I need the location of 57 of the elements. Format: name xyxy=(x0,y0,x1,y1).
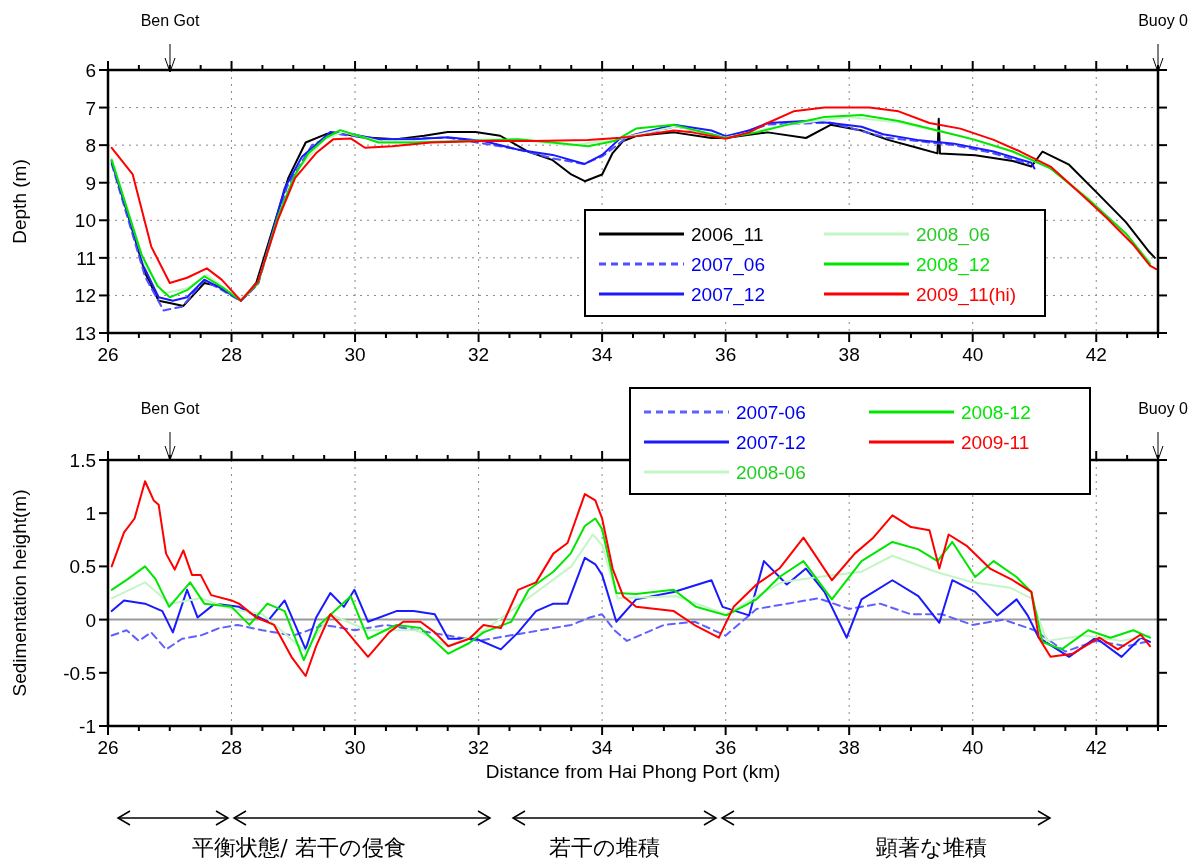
x-tick-label: 28 xyxy=(220,344,243,365)
y-tick-label: -1 xyxy=(79,716,96,737)
x-tick-label: 34 xyxy=(591,344,614,365)
text: 若干の堆積 xyxy=(548,835,660,860)
x-tick-label: 42 xyxy=(1085,344,1107,365)
line-series xyxy=(110,533,1151,653)
x-tick-label: 38 xyxy=(838,737,860,758)
text: Ben Got xyxy=(140,12,200,29)
y-tick-label: 12 xyxy=(74,285,96,307)
line-series xyxy=(110,556,1151,658)
text: 顕著な堆積 xyxy=(874,835,987,860)
x-tick-label: 42 xyxy=(1085,737,1107,758)
y-tick-label: 11 xyxy=(76,247,96,269)
x-tick-label: 40 xyxy=(962,344,984,365)
text: Buoy 0 xyxy=(1138,12,1189,29)
text: 平衡状態/ 若干の侵食 xyxy=(192,835,406,860)
legend-label: 2007-06 xyxy=(736,402,806,423)
x-tick-label: 32 xyxy=(468,737,490,758)
legend-label: 2006_11 xyxy=(691,224,764,246)
legend-label: 2009_11(hi) xyxy=(916,284,1017,306)
y-tick-label: -0.5 xyxy=(63,662,96,684)
y-tick-label: 0 xyxy=(85,609,96,631)
line-series xyxy=(110,480,1151,677)
legend-label: 2008_12 xyxy=(916,254,990,276)
legend-label: 2008-06 xyxy=(736,462,806,483)
x-tick-label: 36 xyxy=(715,344,737,365)
legend-label: 2007_06 xyxy=(691,254,765,276)
y-tick-label: 9 xyxy=(85,172,96,194)
x-tick-label: 38 xyxy=(838,344,860,365)
x-tick-label: 34 xyxy=(591,737,614,758)
x-tick-label: 30 xyxy=(344,737,366,758)
y-tick-label: 8 xyxy=(85,135,96,157)
legend-label: 2008-12 xyxy=(961,402,1031,423)
y-tick-label: 6 xyxy=(85,60,96,81)
legend-label: 2009-11 xyxy=(961,432,1030,453)
y-tick-label: 1.5 xyxy=(69,450,96,471)
y-tick-label: 13 xyxy=(74,323,96,344)
y-tick-label: 0.5 xyxy=(69,556,96,578)
y-tick-label: 7 xyxy=(85,97,96,119)
text: Buoy 0 xyxy=(1138,400,1189,417)
x-tick-label: 26 xyxy=(97,344,119,365)
legend-label: 2007_12 xyxy=(691,284,765,306)
x-tick-label: 26 xyxy=(97,737,119,758)
x-tick-label: 40 xyxy=(962,737,984,758)
text: Ben Got xyxy=(140,400,200,417)
y-axis-title: Sedimentation height(m) xyxy=(9,489,30,697)
x-tick-label: 32 xyxy=(468,344,490,365)
y-axis-title: Depth (m) xyxy=(9,159,30,244)
x-tick-label: 36 xyxy=(715,737,737,758)
legend-label: 2008_06 xyxy=(916,224,990,246)
x-axis-title: Distance from Hai Phong Port (km) xyxy=(485,761,781,782)
y-tick-label: 10 xyxy=(74,210,96,232)
x-tick-label: 30 xyxy=(344,344,366,365)
x-tick-label: 28 xyxy=(220,737,243,758)
y-tick-label: 1 xyxy=(85,503,96,525)
legend-label: 2007-12 xyxy=(736,432,806,453)
line-series xyxy=(110,517,1151,662)
